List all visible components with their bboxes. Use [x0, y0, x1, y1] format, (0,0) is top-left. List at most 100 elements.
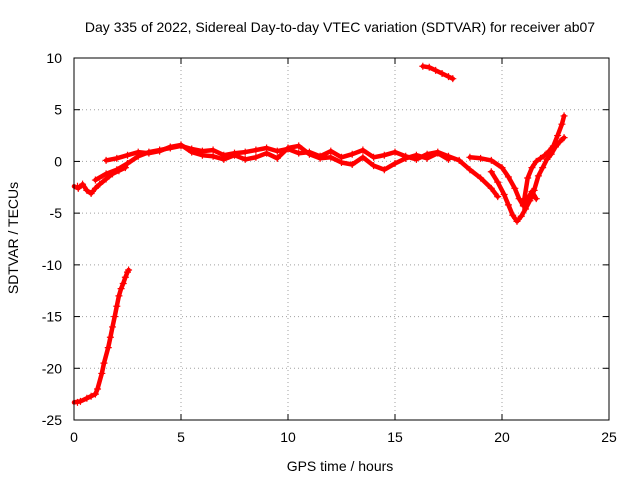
data-point-marker	[124, 151, 131, 159]
data-point-marker	[402, 154, 410, 162]
data-point-marker	[124, 159, 131, 167]
data-point-marker	[156, 147, 164, 155]
data-point-marker	[380, 151, 388, 159]
data-point-marker	[327, 153, 335, 161]
data-point-marker	[121, 273, 129, 281]
x-tick-label: 0	[70, 429, 78, 445]
data-point-marker	[91, 390, 99, 398]
data-point-marker	[305, 150, 313, 158]
data-point-marker	[284, 144, 292, 152]
data-point-marker	[359, 146, 367, 154]
data-point-marker	[504, 173, 512, 181]
data-point-marker	[188, 148, 196, 156]
data-point-marker	[273, 154, 281, 162]
data-point-marker	[477, 154, 485, 162]
x-tick-label: 10	[280, 429, 296, 445]
data-point-marker	[100, 359, 108, 367]
data-point-marker	[528, 164, 536, 172]
data-point-marker	[549, 142, 557, 150]
data-point-marker	[438, 70, 446, 78]
data-point-marker	[543, 155, 551, 163]
data-point-marker	[295, 149, 303, 157]
x-tick-label: 25	[601, 429, 617, 445]
data-point-marker	[509, 211, 517, 219]
data-point-marker	[79, 180, 87, 188]
data-point-marker	[524, 174, 532, 182]
x-tick-label: 5	[177, 429, 185, 445]
series-seg_late_b	[487, 134, 568, 225]
y-tick-label: 0	[54, 153, 62, 169]
chart-title: Day 335 of 2022, Sidereal Day-to-day VTE…	[85, 19, 595, 35]
x-axis-label: GPS time / hours	[287, 458, 394, 474]
data-point-marker	[327, 147, 335, 155]
data-point-marker	[477, 174, 485, 182]
x-tick-label: 20	[494, 429, 510, 445]
data-point-marker	[494, 178, 502, 186]
data-point-marker	[241, 155, 249, 163]
data-point-marker	[522, 205, 530, 213]
data-point-marker	[348, 150, 356, 158]
series-seg_recovery	[519, 112, 568, 209]
data-point-marker	[252, 146, 260, 154]
data-point-marker	[113, 154, 121, 162]
data-point-marker	[532, 157, 540, 165]
data-point-marker	[87, 189, 95, 197]
data-point-marker	[220, 155, 228, 163]
data-point-marker	[102, 170, 110, 178]
data-point-marker	[434, 149, 442, 157]
data-point-marker	[504, 201, 512, 209]
series-trace	[71, 267, 131, 405]
data-point-marker	[98, 369, 106, 377]
data-point-marker	[560, 134, 568, 142]
series-seg_main_b	[102, 141, 452, 174]
data-point-marker	[466, 153, 474, 161]
y-tick-label: 5	[54, 102, 62, 118]
y-tick-label: -20	[42, 360, 62, 376]
data-point-marker	[455, 156, 463, 164]
y-tick-label: -15	[42, 309, 62, 325]
y-tick-label: -10	[42, 257, 62, 273]
data-point-marker	[537, 154, 545, 162]
data-point-marker	[519, 201, 527, 209]
data-point-marker	[102, 156, 110, 164]
data-point-marker	[370, 162, 378, 170]
data-point-marker	[445, 155, 452, 163]
data-point-marker	[423, 154, 431, 162]
series-seg_late_a	[466, 153, 540, 210]
y-tick-label: 10	[46, 50, 62, 66]
data-point-marker	[541, 151, 549, 159]
data-point-marker	[209, 146, 217, 154]
data-point-marker	[391, 148, 399, 156]
data-point-marker	[412, 151, 420, 159]
data-point-marker	[526, 197, 534, 205]
data-point-marker	[91, 176, 99, 184]
data-point-marker	[487, 168, 495, 176]
data-point-marker	[500, 191, 508, 199]
data-point-marker	[513, 217, 521, 225]
data-point-marker	[87, 392, 95, 400]
data-point-marker	[554, 132, 562, 140]
data-point-marker	[117, 285, 125, 293]
data-points	[71, 62, 568, 406]
data-point-marker	[111, 313, 119, 321]
series-seg_isolated_high	[419, 62, 457, 83]
data-point-marker	[494, 193, 502, 201]
data-point-marker	[316, 154, 324, 162]
data-point-marker	[231, 151, 238, 159]
data-point-marker	[74, 184, 82, 192]
data-point-marker	[145, 149, 153, 157]
data-point-marker	[76, 397, 84, 405]
data-point-marker	[113, 166, 121, 174]
data-point-marker	[419, 62, 427, 70]
y-tick-label: -5	[50, 205, 63, 221]
data-point-marker	[91, 184, 99, 192]
data-point-marker	[115, 292, 123, 300]
data-point-marker	[517, 212, 525, 220]
data-point-marker	[104, 344, 112, 352]
data-point-marker	[445, 73, 452, 81]
grid-lines	[74, 58, 609, 420]
data-point-marker	[539, 164, 547, 172]
x-tick-label: 15	[387, 429, 403, 445]
data-point-marker	[466, 166, 474, 174]
